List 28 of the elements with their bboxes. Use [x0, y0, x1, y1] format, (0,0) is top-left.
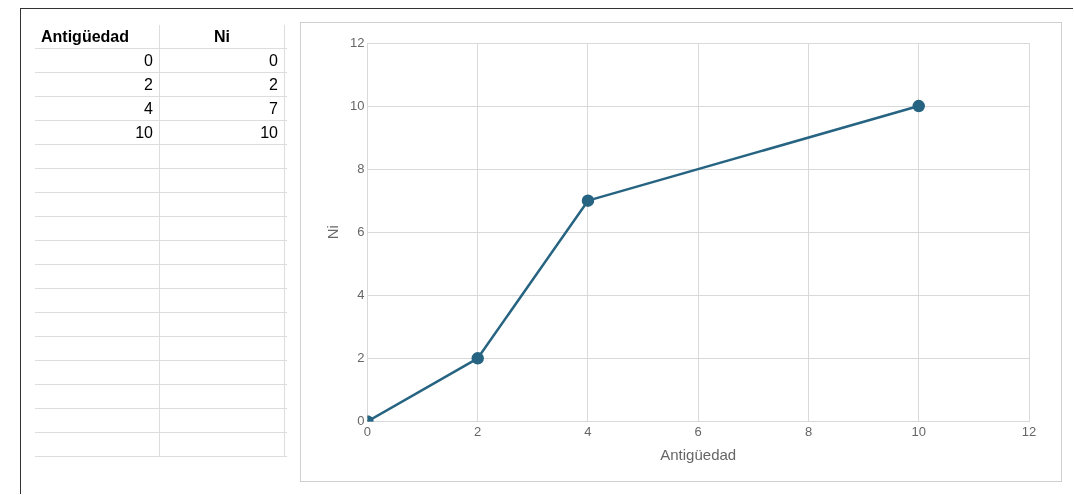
- category-label: 0: [160, 49, 285, 72]
- y-tick-label: 2: [357, 349, 365, 365]
- y-tick-label: 4: [357, 286, 365, 302]
- x-tick-label: 6: [694, 423, 702, 439]
- text: Ni: [160, 25, 285, 48]
- point: [471, 352, 484, 365]
- text: Antigüedad: [35, 25, 160, 48]
- point: [912, 99, 925, 113]
- x-tick-label: 8: [804, 423, 813, 439]
- x-tick-label: 10: [911, 423, 926, 439]
- x-tick-label: 4: [584, 423, 592, 439]
- y-tick-label: 0: [357, 412, 365, 428]
- x-tick-label: 2: [474, 423, 482, 439]
- category-label: 2: [160, 73, 285, 96]
- x-axis-title: Antigüedad: [660, 446, 737, 464]
- y-tick-label: 12: [349, 34, 365, 50]
- y-axis-title: Ni: [324, 225, 342, 240]
- category-label: 10: [160, 121, 285, 144]
- point: [581, 194, 595, 207]
- data-label: 7: [160, 97, 285, 120]
- data-label: 2: [35, 73, 160, 96]
- y-tick-label: 10: [349, 97, 365, 113]
- category-label: 4: [35, 97, 160, 120]
- data-label: 10: [35, 121, 160, 144]
- x-tick-label: 12: [1021, 423, 1037, 439]
- y-tick-label: 8: [357, 160, 365, 176]
- data-label: 0: [35, 49, 160, 72]
- y-tick-label: 6: [357, 223, 365, 239]
